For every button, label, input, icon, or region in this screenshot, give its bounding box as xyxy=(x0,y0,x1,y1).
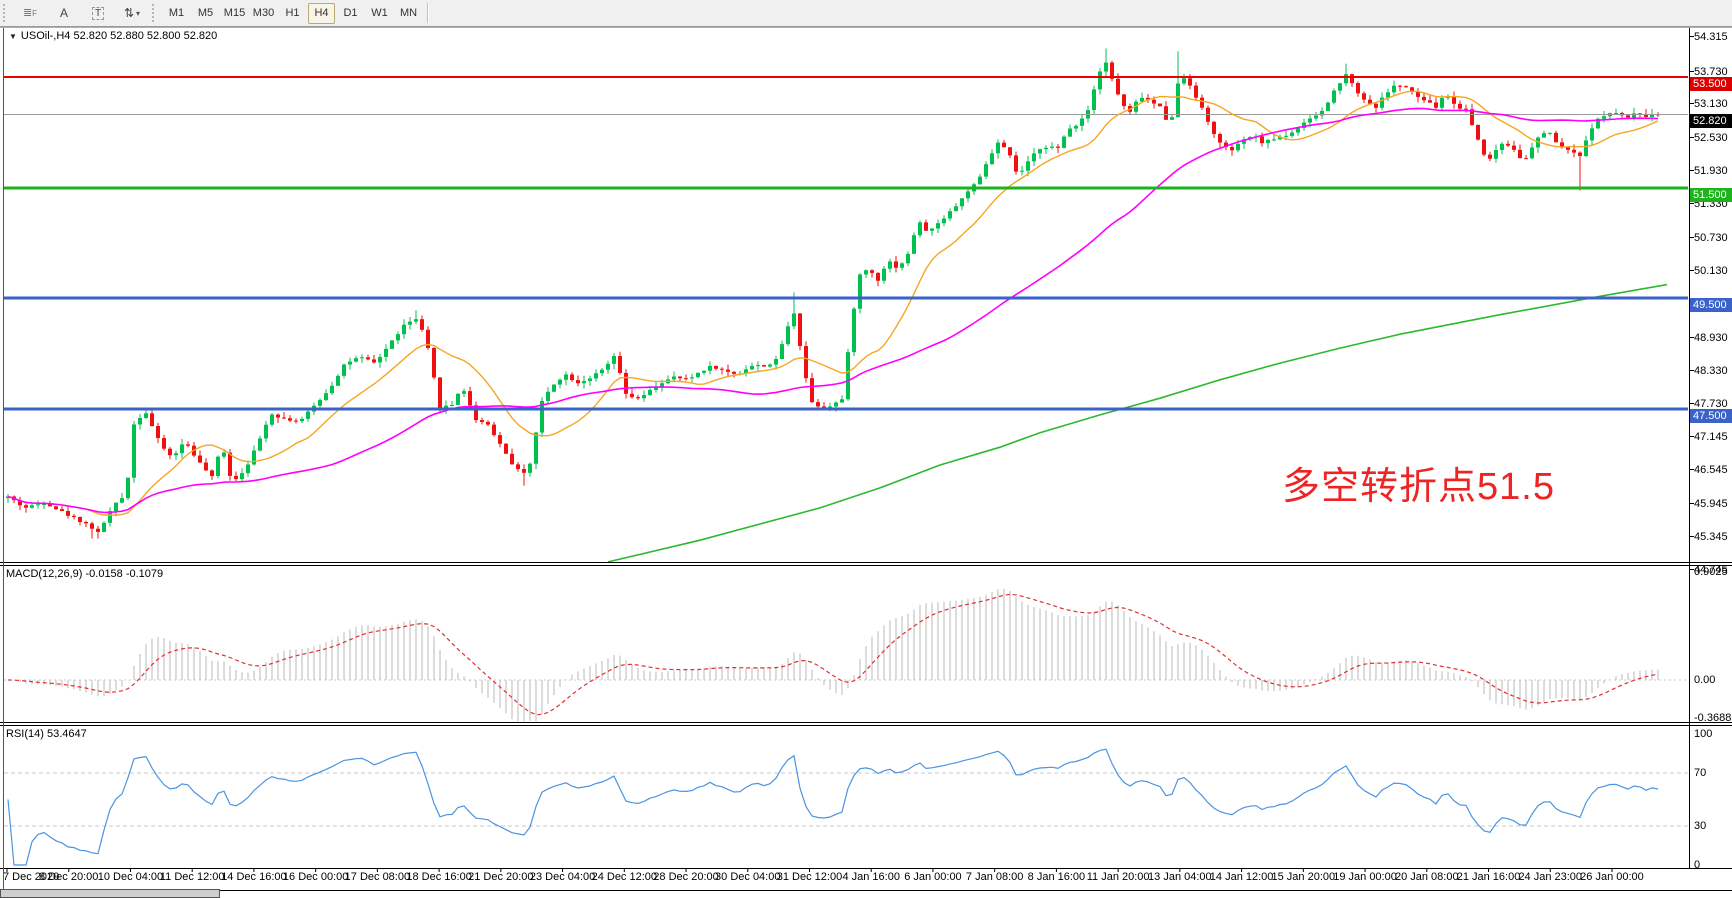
time-axis-label: 24 Jan 23:00 xyxy=(1518,871,1583,883)
fibonacci-f-glyph: F xyxy=(32,8,38,18)
time-axis-label: 24 Dec 12:00 xyxy=(591,871,658,883)
time-axis-label: 14 Jan 12:00 xyxy=(1209,871,1274,883)
price-tick-label: 47.730 xyxy=(1694,398,1728,410)
arrows-tool-button[interactable]: ⇅ ▾ xyxy=(116,2,148,24)
time-axis-label: 11 Jan 20:00 xyxy=(1086,871,1150,883)
macd-name: MACD(12,26,9) xyxy=(6,568,83,580)
fibonacci-lines-glyph: ≣ xyxy=(22,7,33,19)
time-axis-label: 4 Jan 16:00 xyxy=(842,871,900,883)
rsi-line xyxy=(7,748,1659,866)
time-axis-label: 28 Dec 20:00 xyxy=(653,871,719,883)
fibonacci-icon[interactable]: ≣ F xyxy=(14,2,46,24)
time-axis-label: 23 Dec 04:00 xyxy=(529,871,596,883)
chart-title[interactable]: ▼ USOil-,H4 52.820 52.880 52.800 52.820 xyxy=(9,30,217,42)
price-badge-52.820: 52.820 xyxy=(1690,114,1732,128)
timeframe-toolbar: M1 M5 M15 M30 H1 H4 D1 W1 MN xyxy=(162,2,423,24)
price-tick-label: 52.530 xyxy=(1694,132,1728,144)
macd-values: -0.0158 -0.1079 xyxy=(85,568,164,580)
main-chart-area[interactable] xyxy=(4,48,1688,562)
time-axis-label: 8 Dec 20:00 xyxy=(39,871,99,883)
macd-axis-label: -0.3688 xyxy=(1694,712,1732,724)
price-tick-label: 53.730 xyxy=(1694,66,1728,78)
time-axis-label: 26 Jan 00:00 xyxy=(1580,871,1644,883)
label-tool-button[interactable]: T xyxy=(82,2,114,24)
toolbar-grip-2[interactable] xyxy=(152,4,159,22)
price-tick-label: 48.330 xyxy=(1694,365,1728,377)
timeframe-button-m15[interactable]: M15 xyxy=(223,7,246,19)
rsi-panel[interactable] xyxy=(4,748,1688,866)
price-tick-label: 48.930 xyxy=(1694,332,1728,344)
price-tick-label: 54.315 xyxy=(1694,31,1728,43)
time-axis-label: 11 Dec 12:00 xyxy=(159,871,225,883)
rsi-axis-label: 30 xyxy=(1694,820,1707,832)
time-axis-label: 21 Dec 20:00 xyxy=(468,871,534,883)
price-badge-53.500: 53.500 xyxy=(1690,77,1732,91)
time-axis-label: 31 Dec 12:00 xyxy=(776,871,843,883)
rsi-axis-label: 70 xyxy=(1694,767,1707,779)
time-axis-label: 13 Jan 04:00 xyxy=(1148,871,1212,883)
time-axis-label: 20 Jan 08:00 xyxy=(1394,871,1459,883)
time-axis-label: 30 Dec 04:00 xyxy=(715,871,781,883)
ma-fast-line xyxy=(7,90,1659,516)
time-axis-label: 17 Dec 08:00 xyxy=(344,871,411,883)
time-axis-label: 15 Jan 20:00 xyxy=(1271,871,1336,883)
toolbar-separator xyxy=(427,3,429,23)
price-tick-label: 46.545 xyxy=(1694,464,1728,476)
arrows-icon: ⇅ xyxy=(123,6,135,20)
rsi-indicator-label: RSI(14) 53.4647 xyxy=(6,728,87,740)
time-axis-label: 21 Jan 16:00 xyxy=(1456,871,1521,883)
time-axis-label: 16 Dec 00:00 xyxy=(282,871,349,883)
label-t-icon: T xyxy=(91,6,105,20)
toolbar: ≣ F A T ⇅ ▾ M1 M5 M15 M30 H1 H4 D1 W1 MN xyxy=(0,0,1732,27)
price-tick-label: 44.745 xyxy=(1694,564,1728,576)
timeframe-button-m30[interactable]: M30 xyxy=(252,7,275,19)
price-badge-49.500: 49.500 xyxy=(1690,298,1732,312)
symbol-ohlc-text: USOil-,H4 52.820 52.880 52.800 52.820 xyxy=(20,30,218,42)
time-axis-label: 8 Jan 16:00 xyxy=(1027,871,1086,883)
macd-signal-line xyxy=(7,593,1659,716)
rsi-axis-label: 100 xyxy=(1694,728,1713,740)
timeframe-button-m5[interactable]: M5 xyxy=(197,7,214,19)
green-trend-line xyxy=(607,283,1668,562)
rsi-value: 53.4647 xyxy=(46,728,87,740)
time-axis-label: 19 Jan 00:00 xyxy=(1333,871,1397,883)
macd-indicator-label: MACD(12,26,9) -0.0158 -0.1079 xyxy=(6,568,163,580)
timeframe-button-mn[interactable]: MN xyxy=(399,7,418,19)
time-axis-label: 7 Dec 2020 xyxy=(3,871,60,883)
timeframe-button-d1[interactable]: D1 xyxy=(343,7,358,19)
price-tick-label: 45.945 xyxy=(1694,498,1728,510)
text-a-icon: A xyxy=(59,6,68,20)
price-tick-label: 50.130 xyxy=(1694,265,1728,277)
price-tick-label: 50.730 xyxy=(1694,232,1728,244)
time-axis-label: 14 Dec 16:00 xyxy=(221,871,287,883)
price-tick-label: 47.145 xyxy=(1694,431,1728,443)
chevron-down-icon: ▾ xyxy=(136,8,141,18)
chart-text-annotation: 多空转折点51.5 xyxy=(1282,466,1555,508)
price-tick-label: 45.345 xyxy=(1694,531,1728,543)
timeframe-button-h1[interactable]: H1 xyxy=(285,7,300,19)
timeframe-button-w1[interactable]: W1 xyxy=(371,7,388,19)
toolbar-grip[interactable] xyxy=(3,4,10,22)
price-badge-51.500: 51.500 xyxy=(1690,188,1732,202)
timeframe-button-m1[interactable]: M1 xyxy=(168,7,185,19)
text-tool-button[interactable]: A xyxy=(48,2,80,24)
collapse-triangle-icon: ▼ xyxy=(9,32,17,41)
price-tick-label: 53.130 xyxy=(1694,98,1728,110)
price-tick-label: 51.930 xyxy=(1694,165,1728,177)
time-axis-label: 18 Dec 16:00 xyxy=(406,871,472,883)
rsi-axis-label: 0 xyxy=(1694,859,1701,871)
ma-slow-line xyxy=(7,107,1659,514)
macd-axis-label: 0.9025 xyxy=(1694,566,1728,578)
rsi-name: RSI(14) xyxy=(6,728,44,740)
timeframe-button-h4[interactable]: H4 xyxy=(308,2,335,24)
time-axis-label: 7 Jan 08:00 xyxy=(965,871,1024,883)
macd-axis-label: 0.00 xyxy=(1694,674,1716,686)
time-axis-label: 6 Jan 00:00 xyxy=(904,871,962,883)
macd-panel[interactable] xyxy=(4,588,1688,721)
time-axis-label: 10 Dec 04:00 xyxy=(97,871,164,883)
price-badge-47.500: 47.500 xyxy=(1690,409,1732,423)
